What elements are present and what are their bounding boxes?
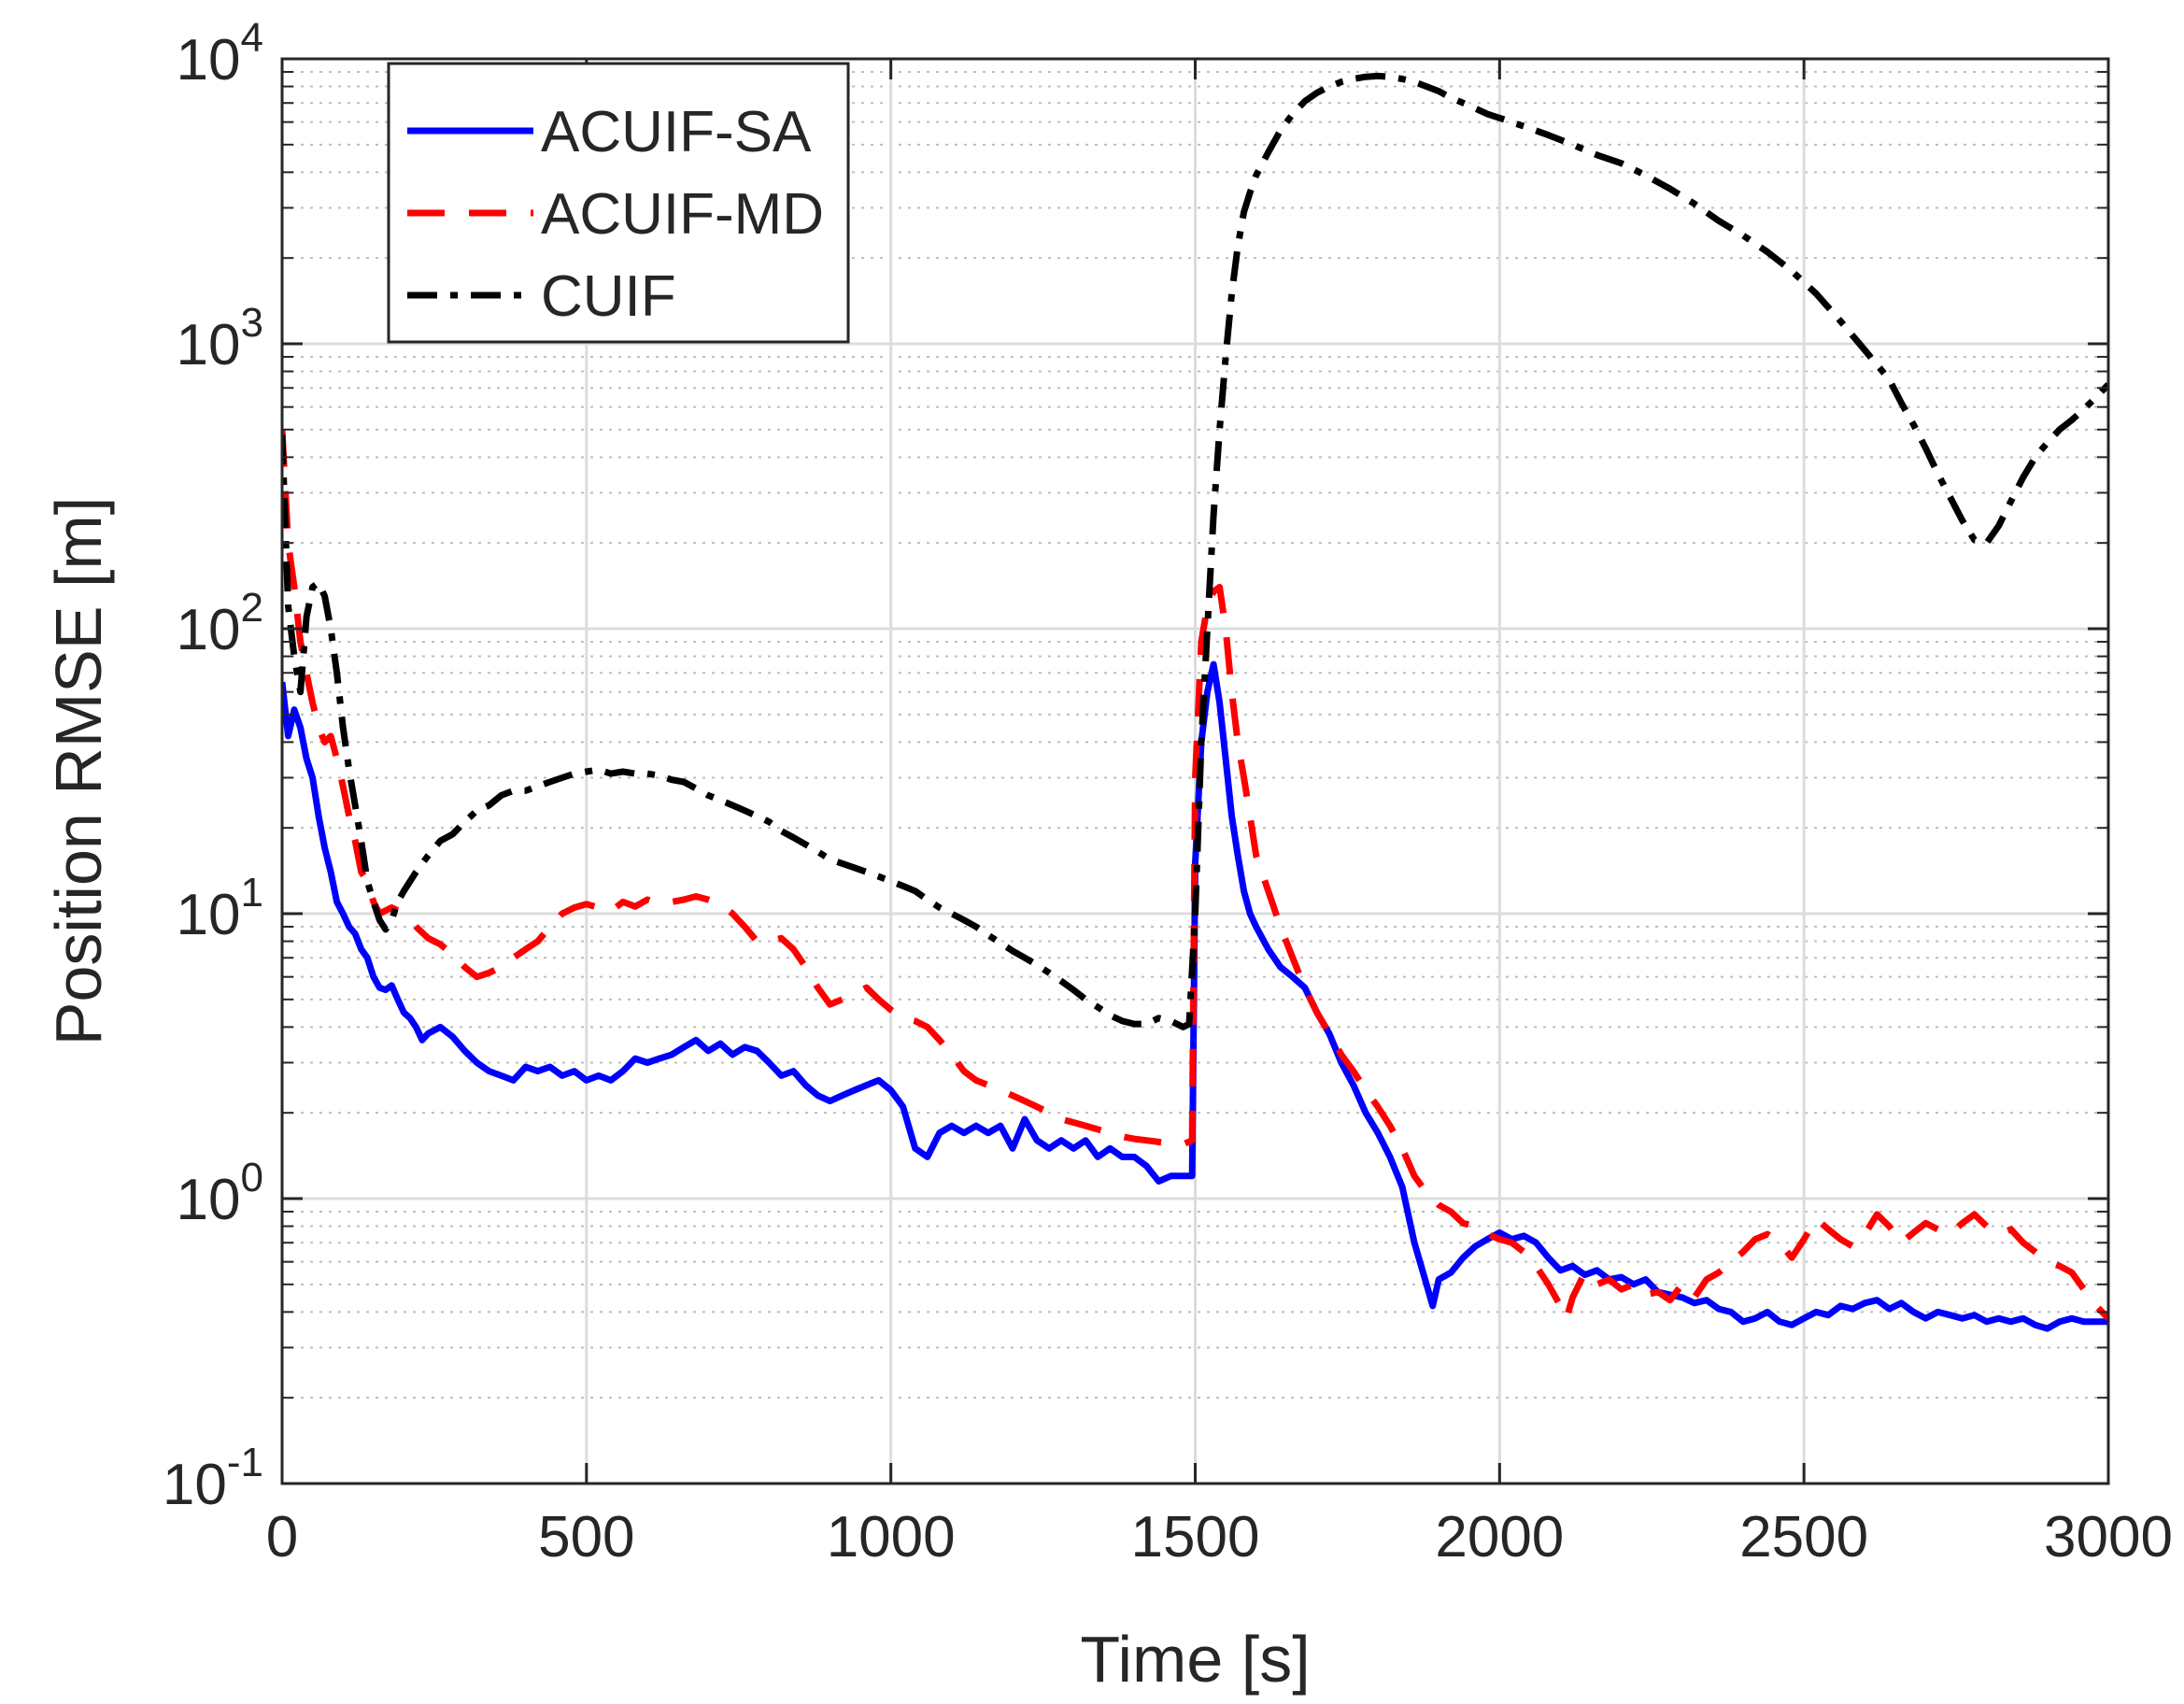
legend-label-acuif-md: ACUIF-MD [541, 182, 824, 247]
x-tick-label: 3000 [2044, 1505, 2173, 1569]
x-tick-labels: 0 500 1000 1500 2000 2500 3000 [266, 1505, 2173, 1569]
series-lines [282, 72, 2108, 1332]
y-tick-exponent: -1 [227, 1440, 263, 1485]
x-tick-label: 1500 [1131, 1505, 1260, 1569]
y-axis-label: Position RMSE [m] [42, 497, 115, 1045]
y-tick-label: 10-1 [163, 1440, 263, 1517]
y-tick-base: 10 [177, 883, 241, 947]
x-tick-label: 500 [538, 1505, 634, 1569]
series-line-acuif-sa [282, 660, 2108, 1332]
y-tick-exponent: 0 [241, 1155, 263, 1200]
y-tick-base: 10 [163, 1453, 227, 1517]
y-tick-base: 10 [177, 598, 241, 662]
y-tick-exponent: 1 [241, 870, 263, 916]
x-tick-label: 1000 [827, 1505, 956, 1569]
series-line-acuif-md [282, 429, 2108, 1322]
legend-label-cuif: CUIF [541, 264, 676, 329]
tick-marks [280, 57, 2110, 1485]
legend: ACUIF-SA ACUIF-MD CUIF [387, 62, 850, 344]
x-tick-label: 2500 [1739, 1505, 1868, 1569]
y-tick-label: 104 [177, 15, 263, 92]
y-tick-base: 10 [177, 1168, 241, 1232]
legend-box [387, 62, 850, 344]
series-line-cuif [282, 72, 2108, 1030]
y-tick-base: 10 [177, 28, 241, 92]
x-axis-label: Time [s] [1080, 1623, 1310, 1696]
y-tick-label: 103 [177, 300, 263, 377]
legend-label-acuif-sa: ACUIF-SA [541, 100, 812, 164]
y-tick-label: 100 [177, 1155, 263, 1232]
y-tick-exponent: 2 [241, 585, 263, 631]
y-tick-label: 102 [177, 585, 263, 662]
y-tick-base: 10 [177, 313, 241, 377]
y-tick-exponent: 3 [241, 300, 263, 346]
y-tick-exponent: 4 [241, 15, 263, 61]
y-tick-label: 101 [177, 870, 263, 947]
x-tick-label: 0 [266, 1505, 298, 1569]
x-tick-label: 2000 [1435, 1505, 1564, 1569]
